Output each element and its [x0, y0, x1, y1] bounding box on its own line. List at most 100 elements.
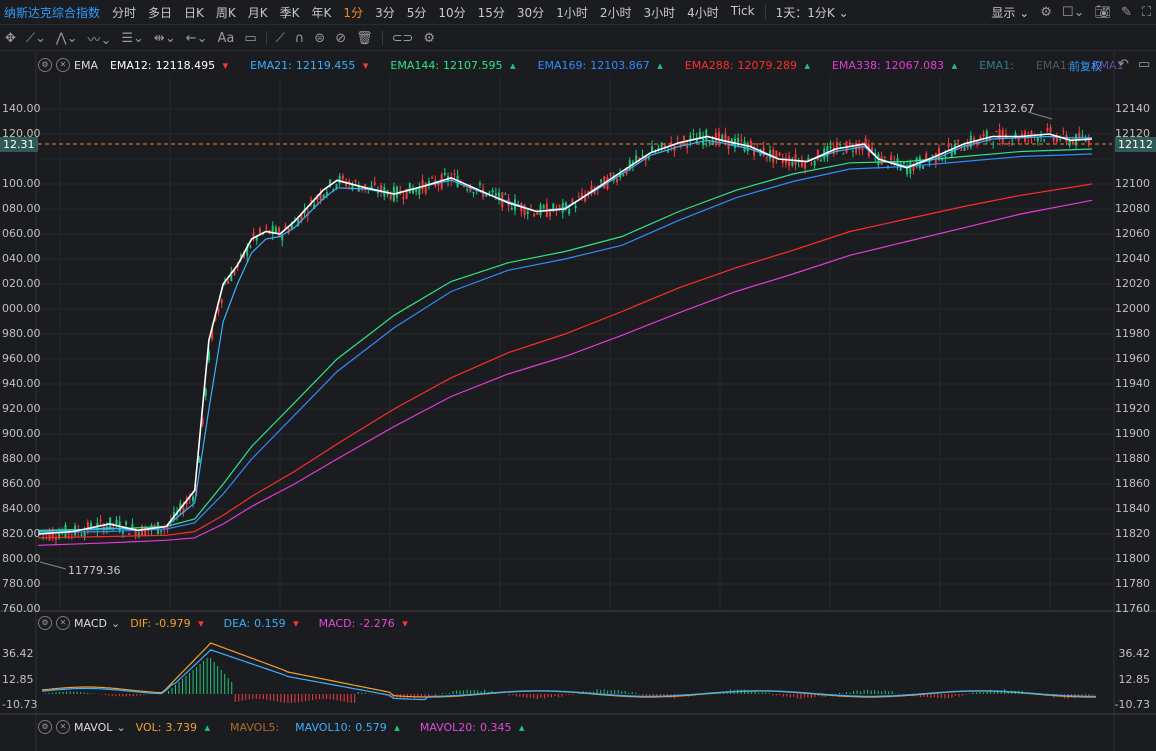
candle-body: [1052, 136, 1055, 141]
close-icon[interactable]: ✕: [56, 616, 70, 630]
low-leader-line: [39, 561, 67, 570]
close-icon[interactable]: ✕: [56, 58, 70, 72]
period-tab[interactable]: 日K: [184, 5, 204, 20]
collapse-icon[interactable]: ▭: [1138, 57, 1151, 72]
settings-icon[interactable]: ⚙: [423, 30, 436, 46]
dif-value: -0.979 ▾: [155, 617, 208, 630]
period-tab[interactable]: 10分: [438, 5, 466, 20]
ema-label: EMA1:: [1035, 58, 1071, 72]
ema-legend-item: EMA21: 12119.455 ▾: [250, 59, 372, 72]
adjust-mode[interactable]: 前复权: [1069, 60, 1102, 73]
link-icon[interactable]: ⊂⊃: [391, 30, 414, 46]
candle-body: [957, 139, 960, 142]
undo-icon[interactable]: ↶: [1118, 57, 1129, 72]
text-icon[interactable]: Aa: [217, 30, 235, 46]
display-menu[interactable]: 显示 ⌄: [985, 4, 1035, 21]
candle-body: [979, 136, 982, 141]
candle-body: [252, 232, 255, 238]
fib-icon[interactable]: ☰⌄: [121, 30, 144, 46]
price-tick-left: 080.00: [2, 202, 41, 215]
period-tab[interactable]: 4小时: [687, 5, 719, 20]
symbol-title[interactable]: 纳斯达克综合指数: [4, 5, 101, 20]
polyline-icon[interactable]: ⋀⌄: [55, 30, 78, 46]
macd-name[interactable]: MACD: [74, 616, 107, 630]
candle-body: [813, 160, 816, 166]
close-icon[interactable]: ✕: [56, 720, 70, 734]
period-tab[interactable]: 30分: [516, 5, 545, 20]
ruler-icon[interactable]: ⟋: [275, 30, 285, 46]
trash-icon[interactable]: 🗑︎: [356, 30, 373, 46]
expand-icon[interactable]: ⛶: [1141, 4, 1151, 20]
chevron-down-icon[interactable]: ⌄: [116, 720, 126, 734]
macd-tick: 36.42: [2, 647, 34, 660]
candle-body: [574, 205, 577, 209]
period-tab[interactable]: 周K: [215, 5, 236, 20]
settings-icon[interactable]: ⚙: [38, 58, 52, 72]
price-tick-left: 960.00: [2, 352, 41, 365]
period-tab[interactable]: 3分: [375, 5, 395, 20]
camera-icon[interactable]: 📷︎: [1094, 4, 1111, 20]
candle-body: [689, 135, 692, 141]
period-tab[interactable]: 3小时: [643, 5, 676, 20]
trend-line-icon[interactable]: ⟋⌄: [25, 30, 46, 46]
period-tab[interactable]: 2小时: [599, 5, 632, 20]
pencil-icon[interactable]: ✎: [1120, 4, 1132, 20]
candle-body: [622, 174, 625, 176]
vol-label: VOL:: [135, 720, 162, 734]
candle-body: [765, 156, 768, 158]
period-tab[interactable]: 1分: [343, 5, 364, 20]
candle-body: [995, 131, 998, 133]
display-menu-label: 显示: [991, 5, 1016, 20]
period-tab[interactable]: 15分: [477, 5, 505, 20]
range-icon[interactable]: ⇹⌄: [153, 30, 176, 46]
chevron-down-icon[interactable]: ⌄: [110, 616, 121, 630]
settings-icon[interactable]: ⚙: [38, 720, 52, 734]
indicator-name[interactable]: EMA: [74, 58, 98, 72]
wave-icon[interactable]: 〰⌄: [87, 32, 112, 48]
settings-icon[interactable]: ⚙: [38, 616, 52, 630]
candle-body: [488, 191, 491, 193]
candle-body: [721, 135, 724, 140]
note-icon[interactable]: ▭: [244, 30, 257, 46]
gear-icon[interactable]: ⚙: [1040, 4, 1052, 20]
candle-body: [616, 178, 619, 183]
candle-body: [83, 530, 86, 537]
candle-body: [775, 150, 778, 159]
high-leader-line: [1027, 111, 1053, 120]
ema-label: EMA21:: [250, 58, 292, 72]
period-tab[interactable]: 月K: [247, 5, 268, 20]
candle-body: [109, 517, 112, 528]
candle-body: [580, 193, 583, 199]
crosshair-move-icon[interactable]: ✥: [5, 30, 16, 46]
dea-label: DEA:: [223, 616, 251, 630]
down-arrow-icon: ▾: [359, 58, 369, 72]
mavol20-number: 0.345: [479, 720, 512, 734]
price-tick-left: 100.00: [2, 177, 41, 190]
ema-value: 12067.083: [884, 58, 945, 72]
period-tab[interactable]: 分时: [112, 5, 137, 20]
up-arrow-icon: ▴: [506, 58, 516, 72]
hide-icon[interactable]: ⊘: [335, 30, 347, 46]
period-tab[interactable]: 5分: [406, 5, 427, 20]
candle-body: [861, 144, 864, 151]
period-tab[interactable]: Tick: [730, 3, 755, 18]
mavol-name[interactable]: MAVOL: [74, 720, 113, 734]
range-selector[interactable]: 1天：1分K ⌄: [770, 4, 855, 21]
period-tab[interactable]: 多日: [148, 5, 173, 20]
period-tab[interactable]: 季K: [279, 5, 300, 20]
checkbox-icon[interactable]: ☐⌄: [1061, 4, 1085, 20]
magnet-icon[interactable]: ∩: [294, 30, 305, 46]
arrow-icon[interactable]: ←⌄: [185, 30, 208, 46]
price-tick-right: 12040: [1115, 252, 1150, 265]
range-selector-label: 1天：1分K: [775, 5, 835, 20]
price-tick-left: 040.00: [2, 252, 41, 265]
period-tab[interactable]: 年K: [311, 5, 332, 20]
candle-body: [335, 184, 338, 188]
candle-body: [842, 153, 845, 155]
lock-icon[interactable]: ⊜: [314, 30, 326, 46]
candle-body: [354, 180, 357, 182]
candle-body: [676, 137, 679, 139]
candle-body: [871, 147, 874, 152]
period-tab[interactable]: 1小时: [556, 5, 588, 20]
